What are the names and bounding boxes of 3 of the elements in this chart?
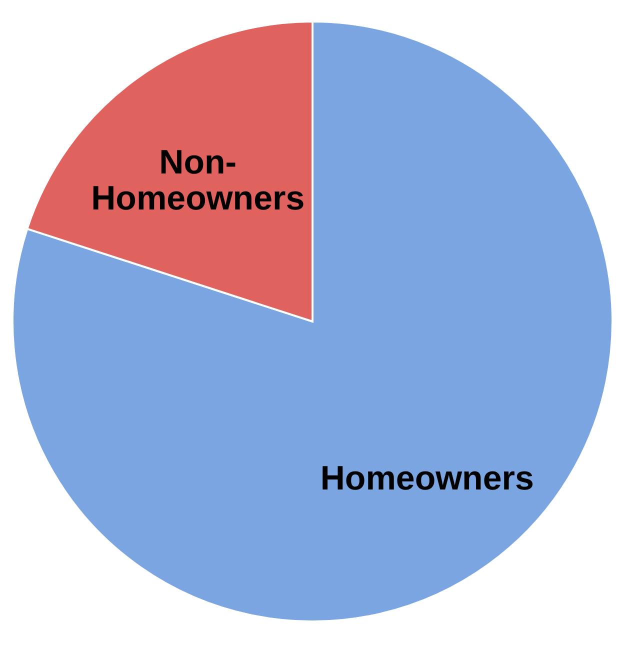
pie-slice (12, 20, 614, 622)
slice-label: Homeowners (320, 459, 534, 498)
slice-label: Non-Homeowners (91, 144, 305, 218)
